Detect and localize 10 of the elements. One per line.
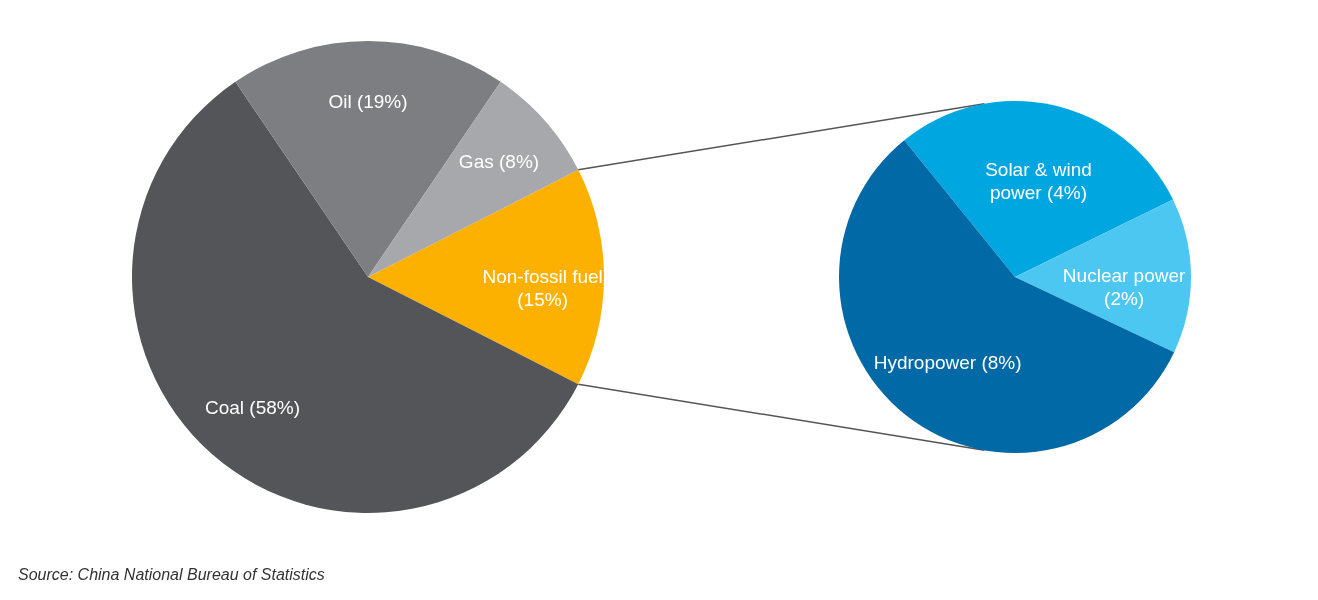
data-label: (2%) (1104, 288, 1145, 310)
data-label: (15%) (517, 289, 568, 310)
slice-label: Non-fossil fuel (482, 266, 603, 287)
slice-label: Coal (58%) (204, 397, 301, 418)
slice-label: Nuclear power (1062, 265, 1187, 287)
slice-label: Oil (19%) (328, 91, 408, 113)
slice-label: Solar & wind power (4%) (985, 159, 1092, 204)
slice-label: Hydropower (8%) (873, 351, 1022, 373)
slice-label: Gas (8%) (458, 150, 540, 172)
source-note: Source: China National Bureau of Statistics (18, 566, 325, 584)
